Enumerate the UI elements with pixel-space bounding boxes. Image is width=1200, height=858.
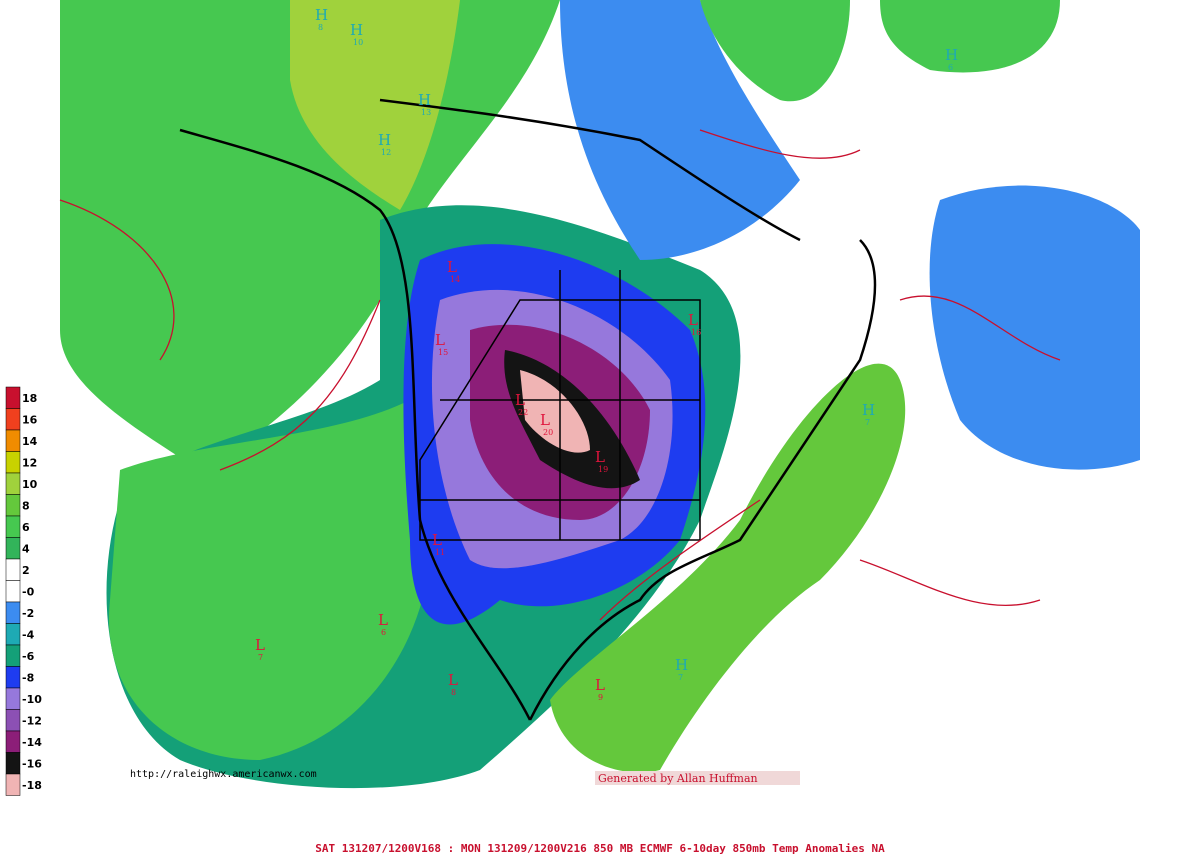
legend-swatch <box>5 451 21 474</box>
legend-swatch <box>5 730 21 753</box>
center-value: 11 <box>435 548 445 557</box>
url: http://raleighwx.americanwx.com <box>130 769 317 780</box>
center-value: 8 <box>451 688 456 697</box>
center-value: 14 <box>450 275 460 284</box>
legend-swatch <box>5 773 21 796</box>
anomaly-area <box>290 0 460 210</box>
legend-swatch <box>5 558 21 581</box>
legend-label: -18 <box>22 779 42 792</box>
center-value: 13 <box>421 108 431 117</box>
center-value: 22 <box>518 408 528 417</box>
anomaly-area <box>880 0 1060 73</box>
anomaly-area <box>700 0 850 102</box>
center-value: 7 <box>678 673 683 682</box>
legend-swatch <box>5 537 21 560</box>
legend-label: -0 <box>22 585 35 598</box>
legend-label: -6 <box>22 650 35 663</box>
legend-label: 12 <box>22 456 37 469</box>
center-value: 12 <box>381 148 391 157</box>
center-value: 19 <box>598 465 608 474</box>
legend-label: 14 <box>22 435 38 448</box>
center-letter: L <box>595 676 605 694</box>
state-borders <box>419 270 701 541</box>
center-value: 20 <box>543 428 553 437</box>
legend-label: -8 <box>22 671 34 684</box>
legend-label: 8 <box>22 499 30 512</box>
legend-label: 6 <box>22 521 30 534</box>
legend-swatch <box>5 580 21 603</box>
center-letter: L <box>255 636 265 654</box>
legend-swatch <box>5 601 21 624</box>
footer: SAT 131207/1200V168 : MON 131209/1200V21… <box>315 842 885 855</box>
legend-swatch <box>5 687 21 710</box>
center-letter: H <box>862 401 875 419</box>
legend-label: -12 <box>22 714 42 727</box>
center-letter: H <box>418 91 431 109</box>
legend-label: -10 <box>22 693 42 706</box>
anomaly-area <box>520 370 590 453</box>
legend-swatch <box>5 515 21 538</box>
legend-label: -14 <box>22 736 42 749</box>
legend-swatch <box>5 752 21 775</box>
legend-swatch <box>5 709 21 732</box>
legend: 18 16 14 12 10 8 6 4 2 -0 -2 -4 -6 -8 -10 -12 -14 -16 -18 <box>5 386 42 796</box>
center-letter: H <box>675 656 688 674</box>
center-letter: L <box>435 331 445 349</box>
legend-label: -16 <box>22 757 42 770</box>
anomaly-area <box>109 400 430 760</box>
legend-swatch <box>5 494 21 517</box>
anomaly-area <box>929 185 1140 470</box>
center-letter: H <box>315 6 328 24</box>
center-letter: L <box>595 448 605 466</box>
center-value: 7 <box>865 418 870 427</box>
legend-label: 4 <box>22 542 30 555</box>
coastline <box>179 98 877 721</box>
legend-label: 2 <box>22 564 30 577</box>
legend-label: 18 <box>22 392 37 405</box>
center-letter: L <box>378 611 388 629</box>
center-letter: L <box>448 671 458 689</box>
legend-swatch <box>5 386 21 409</box>
center-value: 10 <box>353 38 363 47</box>
center-letter: L <box>447 258 457 276</box>
map <box>59 0 1140 828</box>
anomaly-area <box>550 363 906 773</box>
center-letter: L <box>688 311 698 329</box>
center-value: 6 <box>381 628 386 637</box>
legend-swatch <box>5 472 21 495</box>
center-letter: H <box>945 46 958 64</box>
center-letter: H <box>378 131 391 149</box>
center-value: 7 <box>258 653 263 662</box>
center-value: 9 <box>598 693 603 702</box>
legend-label: 10 <box>22 478 38 491</box>
legend-swatch <box>5 644 21 667</box>
contour <box>59 129 1061 621</box>
legend-swatch <box>5 408 21 431</box>
anomaly-area <box>560 0 800 260</box>
center-value: 8 <box>318 23 323 32</box>
legend-swatch <box>5 623 21 646</box>
center-letter: L <box>540 411 550 429</box>
legend-label: -4 <box>22 628 35 641</box>
legend-label: 16 <box>22 413 38 426</box>
center-letter: H <box>350 21 363 39</box>
center-letter: L <box>515 391 525 409</box>
center-value: 6 <box>948 63 953 72</box>
legend-swatch <box>5 429 21 452</box>
legend-swatch <box>5 666 21 689</box>
credit-box <box>595 771 800 785</box>
credit: Generated by Allan Huffman <box>598 772 758 785</box>
legend-label: -2 <box>22 607 34 620</box>
center-value: 16 <box>691 328 701 337</box>
center-value: 15 <box>438 348 448 357</box>
center-letter: L <box>432 531 442 549</box>
